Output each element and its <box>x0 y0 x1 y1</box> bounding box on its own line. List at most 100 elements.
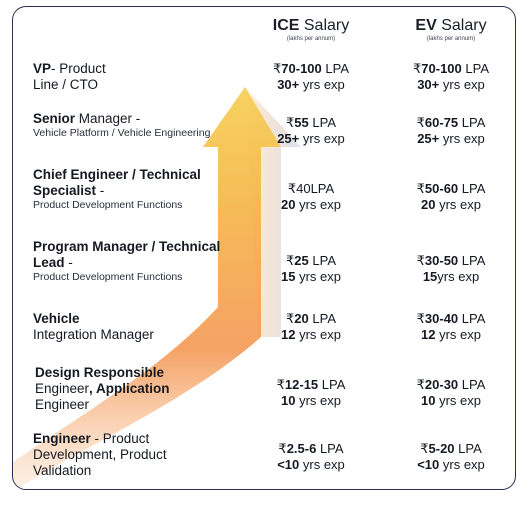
role-line: Validation <box>33 463 92 478</box>
experience-value: 30+ <box>277 77 300 92</box>
salary-value: 70-100 <box>281 61 322 76</box>
experience-unit: yrs exp <box>295 393 341 408</box>
role-line: Line / CTO <box>33 77 99 92</box>
salary-unit: LPA <box>458 377 486 392</box>
ev-salary-cell: ₹70-100 LPA 30+ yrs exp <box>386 61 515 93</box>
role-title: Chief Engineer / Technical Specialist <box>33 167 201 198</box>
salary-value: 20 <box>294 311 309 326</box>
experience-value: 10 <box>421 393 436 408</box>
salary-unit: LPA <box>316 441 344 456</box>
role-description: Product Development Functions <box>33 199 183 211</box>
experience-unit: yrs exp <box>295 197 341 212</box>
role-title: Engineer <box>33 431 91 446</box>
experience-unit: yrs exp <box>299 457 345 472</box>
role-description: Vehicle Platform / Vehicle Engineering <box>33 127 211 139</box>
ice-unit-note: (lakhs per annum) <box>286 36 336 42</box>
salary-value: 2.5-6 <box>286 441 317 456</box>
experience-unit: yrs exp <box>435 327 481 342</box>
experience-value: 12 <box>421 327 436 342</box>
experience-value: 15 <box>281 269 296 284</box>
salary-unit: LPA <box>310 181 335 196</box>
experience-value: 12 <box>281 327 296 342</box>
experience-value: 25+ <box>417 131 440 146</box>
rupee-icon: ₹ <box>286 115 295 130</box>
role-title: Program Manager / Technical Lead <box>33 239 221 270</box>
rupee-icon: ₹ <box>287 181 297 196</box>
ice-label: ICE <box>272 17 300 34</box>
role-description: Product Development Functions <box>33 271 183 283</box>
salary-unit: LPA <box>458 311 486 326</box>
experience-unit: yrs exp <box>437 269 480 284</box>
role-title: Vehicle <box>33 311 80 326</box>
salary-value: 5-20 <box>428 441 455 456</box>
salary-card: ICE Salary (lakhs per annum) EV Salary (… <box>12 6 516 490</box>
role-cell: VP- Product Line / CTO <box>33 61 273 93</box>
rupee-icon: ₹ <box>416 311 425 326</box>
role-title: Senior <box>33 111 76 126</box>
role-cell: Design Responsible Engineer, Application… <box>35 365 275 413</box>
ev-salary-cell: ₹30-50 LPA 15yrs exp <box>386 253 515 285</box>
experience-unit: yrs exp <box>439 77 485 92</box>
salary-value: 30-50 <box>424 253 459 268</box>
experience-value: 10 <box>281 393 296 408</box>
rupee-icon: ₹ <box>286 311 295 326</box>
ev-salary-cell: ₹50-60 LPA 20 yrs exp <box>386 181 515 213</box>
salary-unit: LPA <box>461 61 489 76</box>
salary-unit: LPA <box>458 253 486 268</box>
ice-salary-cell: ₹70-100 LPA 30+ yrs exp <box>246 61 376 93</box>
rupee-icon: ₹ <box>276 377 285 392</box>
experience-unit: yrs exp <box>435 393 481 408</box>
role-suffix: Manager - <box>75 111 141 126</box>
ev-salary-cell: ₹60-75 LPA 25+ yrs exp <box>386 115 515 147</box>
salary-value: 25 <box>294 253 309 268</box>
ev-salary-cell: ₹20-30 LPA 10 yrs exp <box>386 377 515 409</box>
role-line: Engineer <box>35 397 90 412</box>
role-cell: Senior Manager - Vehicle Platform / Vehi… <box>33 111 273 140</box>
role-cell: Vehicle Integration Manager <box>33 311 273 343</box>
salary-value: 70-100 <box>421 61 462 76</box>
rupee-icon: ₹ <box>278 441 287 456</box>
experience-value: <10 <box>277 457 300 472</box>
ice-salary-text: Salary <box>299 17 350 34</box>
rupee-icon: ₹ <box>416 181 425 196</box>
salary-value: 20-30 <box>424 377 459 392</box>
ice-salary-cell: ₹55 LPA 25+ yrs exp <box>246 115 376 147</box>
experience-unit: yrs exp <box>435 197 481 212</box>
role-line: Engineer <box>35 381 90 396</box>
ev-label: EV <box>415 17 437 34</box>
experience-value: 25+ <box>277 131 300 146</box>
experience-unit: yrs exp <box>299 77 345 92</box>
ice-salary-cell: ₹12-15 LPA 10 yrs exp <box>246 377 376 409</box>
experience-value: 15 <box>422 269 438 284</box>
ev-unit-note: (lakhs per annum) <box>426 36 476 42</box>
salary-unit: LPA <box>308 311 336 326</box>
salary-value: 60-75 <box>424 115 459 130</box>
ice-salary-cell: ₹20 LPA 12 yrs exp <box>246 311 376 343</box>
salary-unit: LPA <box>454 441 482 456</box>
salary-unit: LPA <box>458 115 486 130</box>
rupee-icon: ₹ <box>273 61 282 76</box>
salary-unit: LPA <box>458 181 486 196</box>
experience-value: <10 <box>417 457 440 472</box>
experience-value: 20 <box>281 197 296 212</box>
role-line-bold: , Application <box>89 381 170 396</box>
role-line: Integration Manager <box>33 327 154 342</box>
salary-value: 12-15 <box>284 377 319 392</box>
role-cell: Engineer - Product Development, Product … <box>33 431 273 479</box>
rupee-icon: ₹ <box>416 253 425 268</box>
experience-value: 30+ <box>417 77 440 92</box>
salary-unit: LPA <box>308 253 336 268</box>
experience-unit: yrs exp <box>295 269 341 284</box>
role-line: Development, Product <box>33 447 167 462</box>
role-cell: Program Manager / Technical Lead - Produ… <box>33 239 223 284</box>
role-suffix: - Product <box>51 61 106 76</box>
ice-salary-cell: ₹25 LPA 15 yrs exp <box>246 253 376 285</box>
ice-salary-header: ICE Salary (lakhs per annum) <box>246 17 376 44</box>
rupee-icon: ₹ <box>416 115 425 130</box>
salary-value: 50-60 <box>424 181 459 196</box>
experience-value: 20 <box>421 197 436 212</box>
salary-unit: LPA <box>321 61 349 76</box>
role-title: VP <box>33 61 52 76</box>
rupee-icon: ₹ <box>416 377 425 392</box>
role-suffix: - Product <box>90 431 150 446</box>
